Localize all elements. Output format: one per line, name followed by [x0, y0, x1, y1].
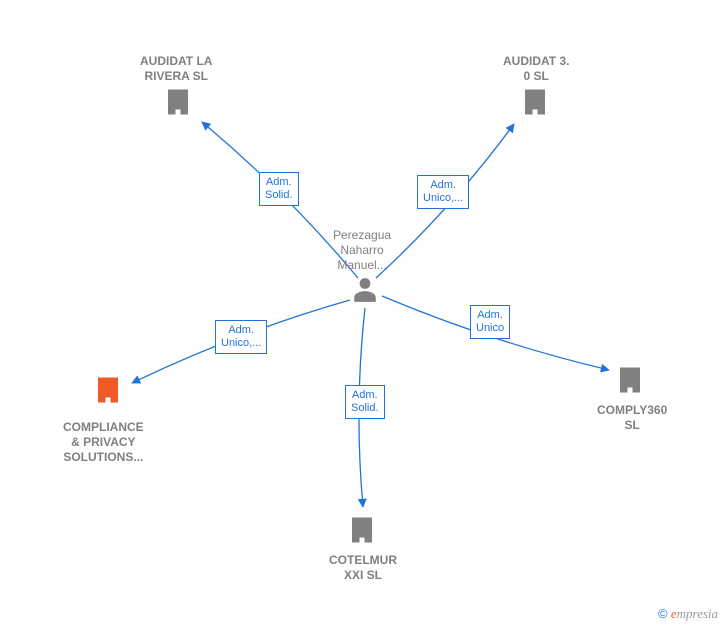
- node-cotelmur-label: COTELMUR XXI SL: [329, 553, 397, 583]
- building-icon: [347, 515, 377, 545]
- brand-rest: mpresia: [677, 606, 718, 621]
- building-icon: [93, 375, 123, 405]
- edge-label-audidat_la_rivera: Adm. Solid.: [259, 172, 299, 206]
- building-icon: [520, 87, 550, 117]
- watermark: © empresia: [658, 606, 718, 622]
- edge-label-audidat_30: Adm. Unico,...: [417, 175, 469, 209]
- copyright-symbol: ©: [658, 606, 668, 621]
- edge-label-compliance_privacy: Adm. Unico,...: [215, 320, 267, 354]
- person-icon: [352, 276, 378, 304]
- edge-label-cotelmur: Adm. Solid.: [345, 385, 385, 419]
- node-audidat_30-label: AUDIDAT 3. 0 SL: [503, 54, 569, 84]
- center-node-label: Perezagua Naharro Manuel...: [333, 228, 391, 273]
- building-icon: [615, 365, 645, 395]
- building-icon: [163, 87, 193, 117]
- edge-label-comply360: Adm. Unico: [470, 305, 510, 339]
- node-audidat_la_rivera-label: AUDIDAT LA RIVERA SL: [140, 54, 212, 84]
- node-comply360-label: COMPLY360 SL: [597, 403, 667, 433]
- node-compliance_privacy-label: COMPLIANCE & PRIVACY SOLUTIONS...: [63, 420, 144, 465]
